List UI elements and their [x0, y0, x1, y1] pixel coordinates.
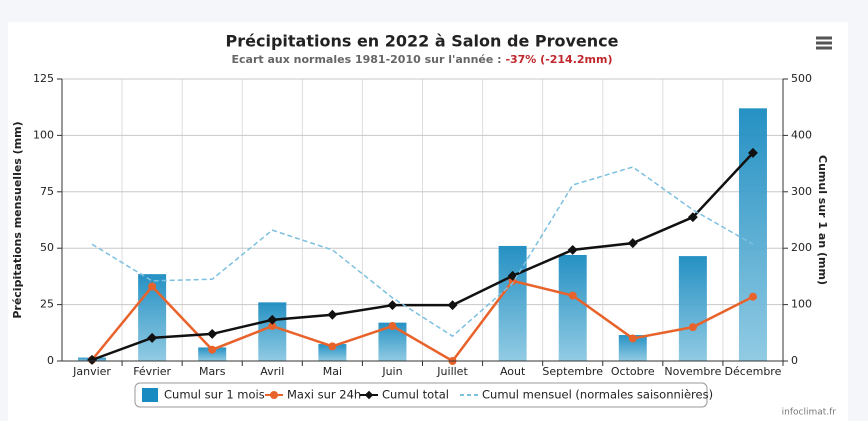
legend-label: Maxi sur 24h	[287, 388, 361, 402]
chart-subtitle: Ecart aux normales 1981-2010 sur l'année…	[232, 53, 613, 66]
line	[91, 152, 754, 362]
point	[147, 332, 158, 343]
point	[328, 342, 337, 351]
x-tick-label: Février	[133, 365, 171, 378]
legend-marker	[364, 390, 374, 400]
point	[207, 328, 218, 339]
x-tick-label: Janvier	[72, 365, 111, 378]
y-tick-label: 100	[33, 128, 54, 141]
point	[327, 309, 338, 320]
bar	[678, 256, 707, 361]
point	[627, 238, 638, 249]
y-tick-label: 75	[40, 185, 54, 198]
y2-tick-label: 100	[791, 298, 812, 311]
point	[148, 282, 157, 291]
legend-label: Cumul mensuel (normales saisonnières)	[482, 388, 713, 402]
point	[267, 314, 278, 325]
bar	[558, 254, 587, 361]
legend-box	[134, 382, 708, 408]
y-tick-label: 0	[47, 354, 54, 367]
legend-item[interactable]: Cumul total	[360, 388, 449, 402]
x-tick-label: Mai	[323, 365, 342, 378]
point	[688, 323, 697, 332]
x-tick-label: Septembre	[542, 365, 603, 378]
bar	[198, 347, 227, 361]
legend-marker	[270, 391, 278, 399]
point	[388, 322, 397, 331]
dashed-line	[91, 166, 754, 338]
y2-tick-label: 300	[791, 185, 812, 198]
y-tick-label: 50	[40, 241, 54, 254]
point	[208, 345, 217, 354]
menu-icon[interactable]	[816, 36, 832, 50]
point	[568, 291, 577, 300]
legend-swatch	[142, 388, 158, 402]
point	[268, 322, 277, 331]
point	[687, 212, 698, 223]
x-tick-label: Octobre	[611, 365, 655, 378]
legend-item[interactable]: Maxi sur 24h	[265, 388, 361, 402]
y2-tick-label: 200	[791, 241, 812, 254]
x-tick-label: Juillet	[436, 365, 468, 378]
x-tick-label: Novembre	[664, 365, 721, 378]
bar	[318, 344, 347, 361]
bar	[498, 245, 527, 361]
y2-axis-title: Cumul sur 1 an (mm)	[816, 155, 829, 285]
subtitle-highlight: -37% (-214.2mm)	[505, 53, 612, 66]
point	[628, 334, 637, 343]
bar	[738, 108, 767, 361]
x-tick-label: Juin	[381, 365, 402, 378]
point	[387, 300, 398, 311]
y2-tick-label: 0	[791, 354, 798, 367]
subtitle-text: Ecart aux normales 1981-2010 sur l'année…	[232, 53, 502, 66]
y2-tick-label: 400	[791, 128, 812, 141]
y-axis-title: Précipitations mensuelles (mm)	[11, 121, 24, 318]
legend-item[interactable]: Cumul mensuel (normales saisonnières)	[460, 388, 713, 402]
x-tick-label: Mars	[199, 365, 226, 378]
x-tick-label: Décembre	[725, 365, 782, 378]
legend-label: Cumul total	[382, 388, 449, 402]
y2-tick-label: 500	[791, 72, 812, 85]
point	[447, 300, 458, 311]
x-tick-label: Avril	[260, 365, 284, 378]
y-tick-label: 125	[33, 72, 54, 85]
y-tick-label: 25	[40, 298, 54, 311]
legend: Cumul sur 1 mois Maxi sur 24h Cumul total C…	[134, 382, 713, 408]
legend-item[interactable]: Cumul sur 1 mois	[142, 388, 265, 403]
x-tick-label: Aout	[500, 365, 526, 378]
menu-button[interactable]	[812, 32, 836, 54]
chart-title: Précipitations en 2022 à Salon de Proven…	[226, 32, 619, 51]
point	[748, 292, 757, 301]
credit: infoclimat.fr	[782, 408, 837, 418]
point	[748, 147, 758, 158]
point	[567, 244, 578, 255]
legend-label: Cumul sur 1 mois	[164, 388, 265, 402]
line	[91, 279, 754, 363]
bar	[258, 302, 287, 361]
